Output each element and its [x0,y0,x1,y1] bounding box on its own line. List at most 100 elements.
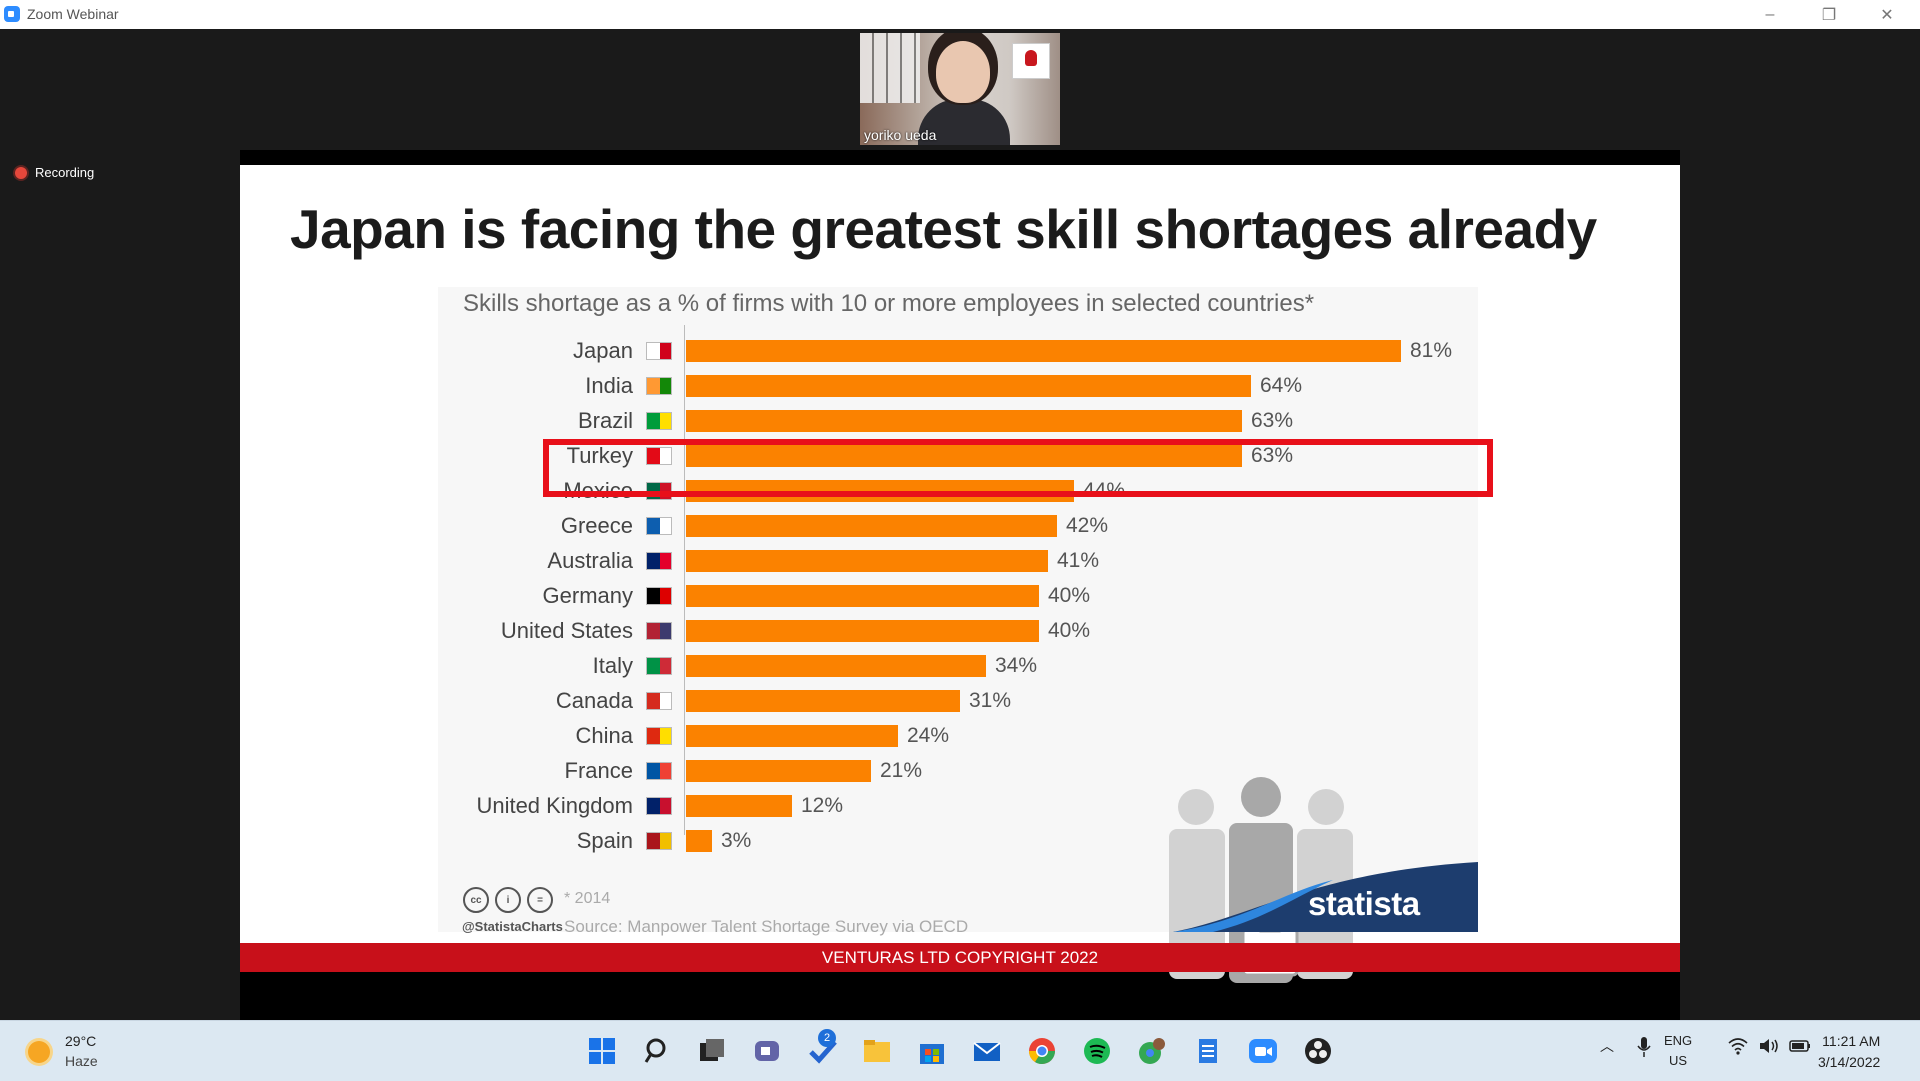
close-button[interactable]: ✕ [1880,7,1894,24]
bar-australia [686,550,1048,572]
clock-date: 3/14/2022 [1818,1054,1881,1070]
chevron-up-icon[interactable]: ︿ [1600,1038,1614,1054]
country-label-japan: Japan [573,338,633,363]
country-label-italy: Italy [592,653,633,678]
statista-logo-swoosh [1173,862,1478,932]
zoom-app-icon [4,6,20,22]
obs-icon[interactable] [1303,1036,1333,1066]
weather-icon[interactable] [28,1041,50,1063]
recording-label: Recording [35,165,95,180]
participant-video-tile[interactable]: yoriko ueda [860,33,1060,145]
taskbar: 29°C Haze 2 ︿ ENG US 11:21 AM 3/14/2022 [0,1020,1920,1081]
start-icon[interactable] [587,1036,617,1066]
task-view-icon[interactable] [697,1036,727,1066]
value-label-australia: 41% [1057,549,1100,572]
wifi-icon[interactable] [1728,1036,1748,1056]
bar-chart: Skills shortage as a % of firms with 10 … [438,287,1493,983]
value-label-france: 21% [880,759,923,782]
bar-turkey [686,445,1242,467]
weather-description[interactable]: Haze [65,1053,98,1069]
license-icons: cc i = [463,887,553,913]
search-icon[interactable] [643,1036,673,1066]
notepad-icon[interactable] [1193,1036,1223,1066]
participant-head [936,41,990,103]
title-bar: Zoom Webinar – ❐ ✕ [0,0,1920,29]
chrome-profile-icon[interactable] [1137,1036,1167,1066]
minimize-button[interactable]: – [1765,6,1775,23]
value-label-united-states: 40% [1048,619,1091,642]
bar-brazil [686,410,1242,432]
flag-france-icon [646,762,672,780]
chat-icon[interactable] [752,1036,782,1066]
value-label-japan: 81% [1410,339,1453,362]
flag-germany-icon [646,587,672,605]
bar-india [686,375,1251,397]
clock-time: 11:21 AM [1822,1033,1881,1049]
bar-united-kingdom [686,795,792,817]
input-language[interactable]: ENG US [1664,1031,1692,1071]
country-label-united-kingdom: United Kingdom [476,793,633,818]
microphone-icon[interactable] [1637,1036,1651,1058]
participant-name: yoriko ueda [864,127,937,143]
japan-highlight-box [543,439,1493,497]
bar-canada [686,690,960,712]
bar-china [686,725,898,747]
country-label-china: China [575,723,633,748]
country-label-canada: Canada [555,688,633,713]
country-label-india: India [585,373,633,398]
system-clock[interactable]: 11:21 AM 3/14/2022 [1818,1031,1880,1073]
flag-japan-icon [646,342,672,360]
value-label-united-kingdom: 12% [801,794,844,817]
bar-france [686,760,871,782]
participant-body [918,99,1010,145]
creative-commons-icon: cc [463,887,489,913]
spotify-icon[interactable] [1082,1036,1112,1066]
bar-greece [686,515,1057,537]
notification-badge: 2 [818,1029,836,1047]
flag-greece-icon [646,517,672,535]
bar-italy [686,655,986,677]
recording-indicator[interactable]: Recording [15,165,94,180]
region-code: US [1669,1053,1688,1068]
record-icon [15,166,27,179]
flag-turkey-icon [646,447,672,465]
presentation-slide: Japan is facing the greatest skill short… [240,165,1680,983]
todo-icon[interactable] [808,1036,838,1066]
language-code: ENG [1664,1033,1693,1048]
mail-icon[interactable] [972,1036,1002,1066]
flag-india-icon [646,377,672,395]
flag-canada-icon [646,692,672,710]
country-label-germany: Germany [542,583,633,608]
statista-handle: @StatistaCharts [462,919,563,934]
weather-temperature[interactable]: 29°C [65,1033,97,1049]
flag-china-icon [646,727,672,745]
value-label-germany: 40% [1048,584,1091,607]
value-label-spain: 3% [721,829,752,852]
slide-title: Japan is facing the greatest skill short… [290,198,1597,260]
zoom-icon[interactable] [1248,1036,1278,1066]
copyright-banner: VENTURAS LTD COPYRIGHT 2022 [240,943,1680,972]
bar-united-states [686,620,1039,642]
window-title: Zoom Webinar [27,6,119,22]
restore-button[interactable]: ❐ [1821,7,1837,24]
battery-icon[interactable] [1788,1036,1812,1056]
country-label-mexico: Mexico [563,478,633,503]
attribution-icon: i [495,887,521,913]
chart-baseline [684,325,685,835]
bar-japan [686,340,1401,362]
value-label-canada: 31% [969,689,1012,712]
country-label-france: France [564,758,633,783]
value-label-greece: 42% [1066,514,1109,537]
store-icon[interactable] [917,1036,947,1066]
flag-united-kingdom-icon [646,797,672,815]
statista-logo-text: statista [1308,885,1420,922]
chrome-icon[interactable] [1027,1036,1057,1066]
flag-united-states-icon [646,622,672,640]
country-label-australia: Australia [547,548,633,573]
no-derivatives-icon: = [527,887,553,913]
country-label-greece: Greece [560,513,633,538]
value-label-india: 64% [1260,374,1303,397]
file-explorer-icon[interactable] [862,1036,892,1066]
value-label-china: 24% [907,724,950,747]
volume-icon[interactable] [1758,1036,1780,1056]
